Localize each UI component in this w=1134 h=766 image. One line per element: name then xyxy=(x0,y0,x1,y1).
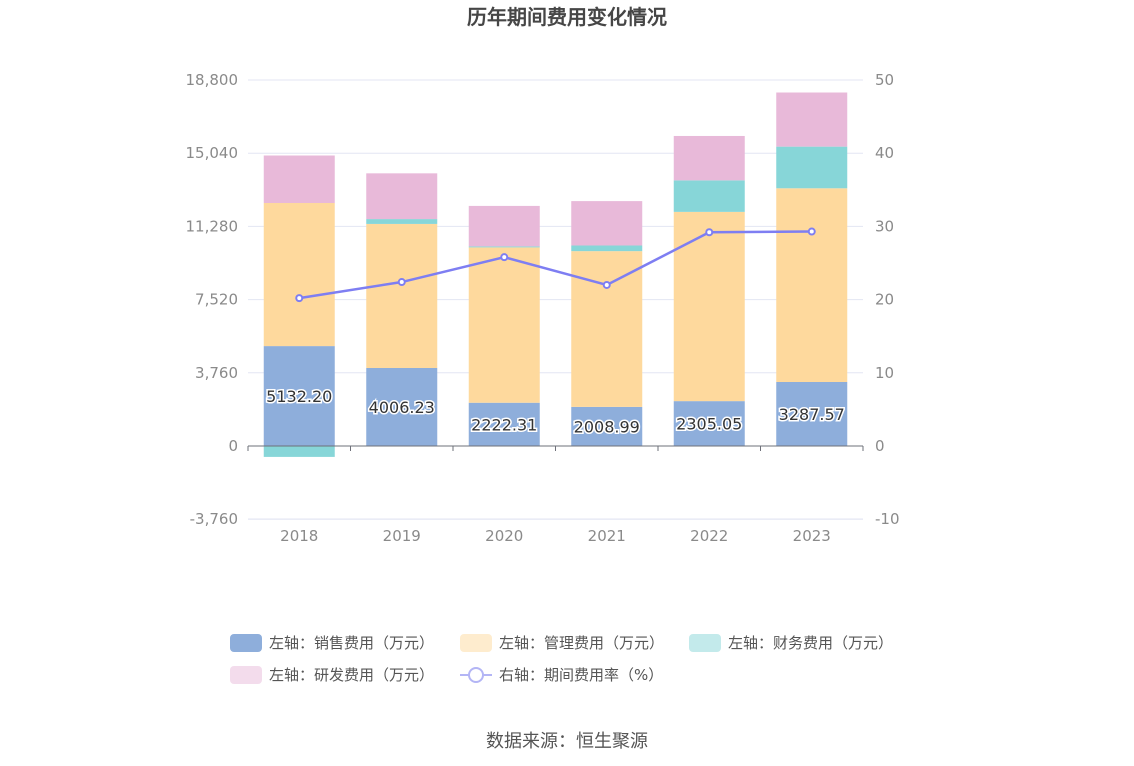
bar-labels-layer: 5132.20 4006.23 2222.31 2008.99 2305.05 3287.… xyxy=(265,386,847,438)
bar-segment xyxy=(366,173,438,220)
right-tick-label: 20 xyxy=(875,291,894,309)
bar-segment xyxy=(571,251,643,407)
bar-segment xyxy=(263,155,335,203)
rate-line xyxy=(299,230,812,300)
right-tick-label: 50 xyxy=(875,71,894,89)
left-tick-label: 15,040 xyxy=(186,144,239,162)
bar-segment xyxy=(263,446,335,457)
x-tick-label: 2018 xyxy=(280,527,318,545)
bar-segment xyxy=(673,135,745,181)
left-tick-label: 7,520 xyxy=(195,291,238,309)
rate-point xyxy=(602,280,611,289)
legend-label: 左轴：财务费用（万元） xyxy=(728,634,893,652)
legend-swatch xyxy=(230,666,262,684)
x-tick-label: 2019 xyxy=(383,527,421,545)
legend-line-marker xyxy=(468,667,484,683)
legend-swatch xyxy=(230,634,262,652)
legend-item: 右轴：期间费用率（%） xyxy=(460,666,663,684)
rate-point xyxy=(397,278,406,287)
bar-segment xyxy=(263,346,335,446)
x-tick-label: 2021 xyxy=(588,527,626,545)
legend-item: 左轴：销售费用（万元） xyxy=(230,634,434,652)
legend-swatch xyxy=(689,634,721,652)
bar-value-label: 2222.31 xyxy=(471,415,537,434)
bar-segment xyxy=(468,246,540,248)
legend-label: 左轴：研发费用（万元） xyxy=(269,666,434,684)
bar-segment xyxy=(366,368,438,446)
bar-segment xyxy=(776,188,848,382)
bar-segment xyxy=(468,247,540,403)
bar-segment xyxy=(468,402,540,446)
bar-segment xyxy=(776,381,848,446)
left-tick-label: 11,280 xyxy=(186,217,239,235)
x-axis xyxy=(247,445,864,520)
legend-item: 左轴：研发费用（万元） xyxy=(230,666,434,684)
bar-segment xyxy=(571,245,643,252)
bar-segment xyxy=(673,401,745,446)
bar-segment xyxy=(776,146,848,189)
source-note: 数据来源：恒生聚源 xyxy=(486,731,648,752)
bar-segment xyxy=(571,406,643,446)
rate-line-layer xyxy=(295,227,816,303)
bar-segment xyxy=(263,202,335,347)
rate-point xyxy=(705,228,714,237)
bar-segment xyxy=(571,201,643,246)
left-tick-label: 3,760 xyxy=(195,364,238,382)
bar-segment xyxy=(673,211,745,402)
legend-swatch xyxy=(460,634,492,652)
x-tick-label: 2020 xyxy=(485,527,523,545)
bar-segment xyxy=(468,205,540,247)
bar-value-label: 3287.57 xyxy=(779,405,845,424)
bar-value-label: 4006.23 xyxy=(369,398,435,417)
left-axis-ticks: -3,760 0 3,760 7,520 11,280 15,040 18,800 xyxy=(186,71,239,528)
right-tick-label: 10 xyxy=(875,364,894,382)
right-tick-label: 30 xyxy=(875,217,894,235)
bars-layer xyxy=(263,92,848,457)
grid-lines xyxy=(248,79,863,520)
rate-point xyxy=(295,294,304,303)
x-tick-label: 2022 xyxy=(690,527,728,545)
left-tick-label: 18,800 xyxy=(186,71,239,89)
legend-item: 左轴：管理费用（万元） xyxy=(460,634,664,652)
rate-point xyxy=(807,227,816,236)
legend-label: 右轴：期间费用率（%） xyxy=(499,666,663,684)
right-tick-label: 40 xyxy=(875,144,894,162)
legend-label: 左轴：管理费用（万元） xyxy=(499,634,664,652)
rate-point xyxy=(500,253,509,262)
bar-segment xyxy=(673,180,745,212)
right-tick-label: 0 xyxy=(875,437,885,455)
bar-value-label: 2008.99 xyxy=(574,417,640,436)
x-tick-label: 2023 xyxy=(793,527,831,545)
legend: 左轴：销售费用（万元） 左轴：管理费用（万元） 左轴：财务费用（万元） 左轴：研发费用… xyxy=(230,634,893,684)
legend-label: 左轴：销售费用（万元） xyxy=(269,634,434,652)
left-tick-label: 0 xyxy=(228,437,238,455)
legend-item: 左轴：财务费用（万元） xyxy=(689,634,893,652)
right-axis-ticks: -10 0 10 20 30 40 50 xyxy=(875,71,900,528)
right-tick-label: -10 xyxy=(875,510,900,528)
bar-segment xyxy=(366,223,438,369)
left-tick-label: -3,760 xyxy=(190,510,238,528)
bar-segment xyxy=(366,219,438,224)
bar-segment xyxy=(776,92,848,147)
chart-title: 历年期间费用变化情况 xyxy=(467,5,667,29)
x-axis-labels: 2018 2019 2020 2021 2022 2023 xyxy=(280,527,831,545)
bar-value-label: 2305.05 xyxy=(676,415,742,434)
bar-value-label: 5132.20 xyxy=(266,387,332,406)
